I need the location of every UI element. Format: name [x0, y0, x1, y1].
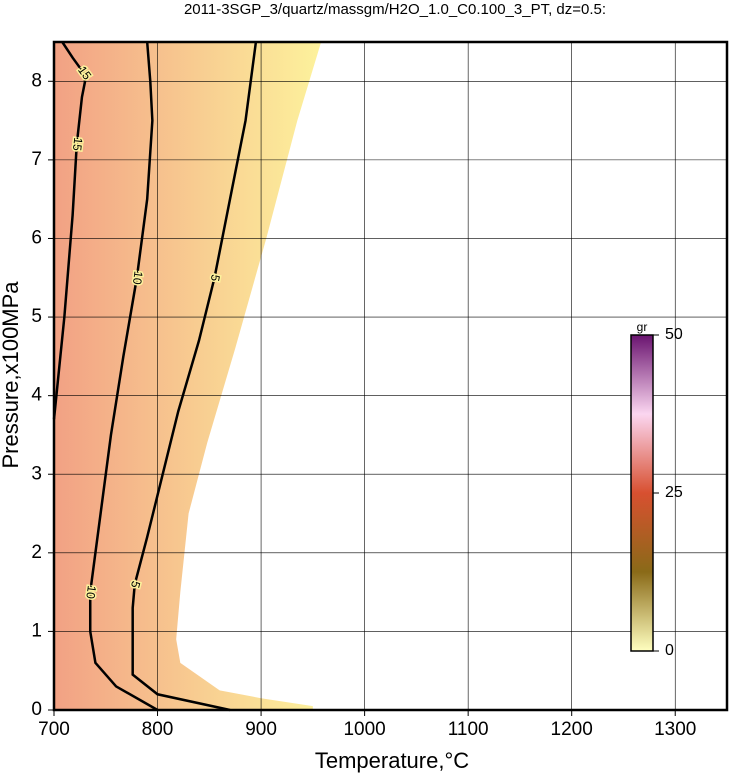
- colorbar-tick-label: 25: [665, 484, 683, 501]
- colorbar-tick-label: 0: [665, 642, 674, 659]
- colorbar-tick-label: 50: [665, 326, 683, 343]
- x-tick-label: 1200: [551, 719, 593, 740]
- grid: [53, 42, 727, 711]
- y-tick-label: 6: [31, 227, 42, 248]
- contour-label: 15: [70, 137, 85, 152]
- y-tick-label: 1: [31, 620, 42, 641]
- x-tick-label: 1300: [654, 719, 696, 740]
- contour-line: [52, 41, 87, 420]
- y-tick-label: 5: [31, 306, 42, 327]
- x-tick-label: 700: [38, 719, 70, 740]
- y-axis-label: Pressure,x100MPa: [0, 281, 23, 469]
- y-tick-label: 8: [31, 70, 42, 91]
- x-tick-label: 1000: [343, 719, 385, 740]
- x-tick-label: 800: [142, 719, 174, 740]
- y-tick-label: 0: [31, 699, 42, 720]
- y-tick-label: 2: [31, 542, 42, 563]
- plot-frame: [52, 40, 729, 712]
- colorbar-label: gr: [637, 320, 648, 334]
- chart-title: 2011-3SGP_3/quartz/massgm/H2O_1.0_C0.100…: [184, 1, 606, 18]
- y-tick-label: 4: [31, 385, 42, 406]
- contour-label: 10: [83, 585, 99, 600]
- x-tick-label: 900: [245, 719, 277, 740]
- colorbar: [630, 334, 654, 652]
- x-axis-label: Temperature,°C: [315, 748, 469, 773]
- x-tick-label: 1100: [448, 719, 489, 740]
- y-tick-label: 3: [31, 463, 42, 484]
- y-tick-label: 7: [31, 149, 42, 170]
- contour-label: 10: [130, 270, 146, 285]
